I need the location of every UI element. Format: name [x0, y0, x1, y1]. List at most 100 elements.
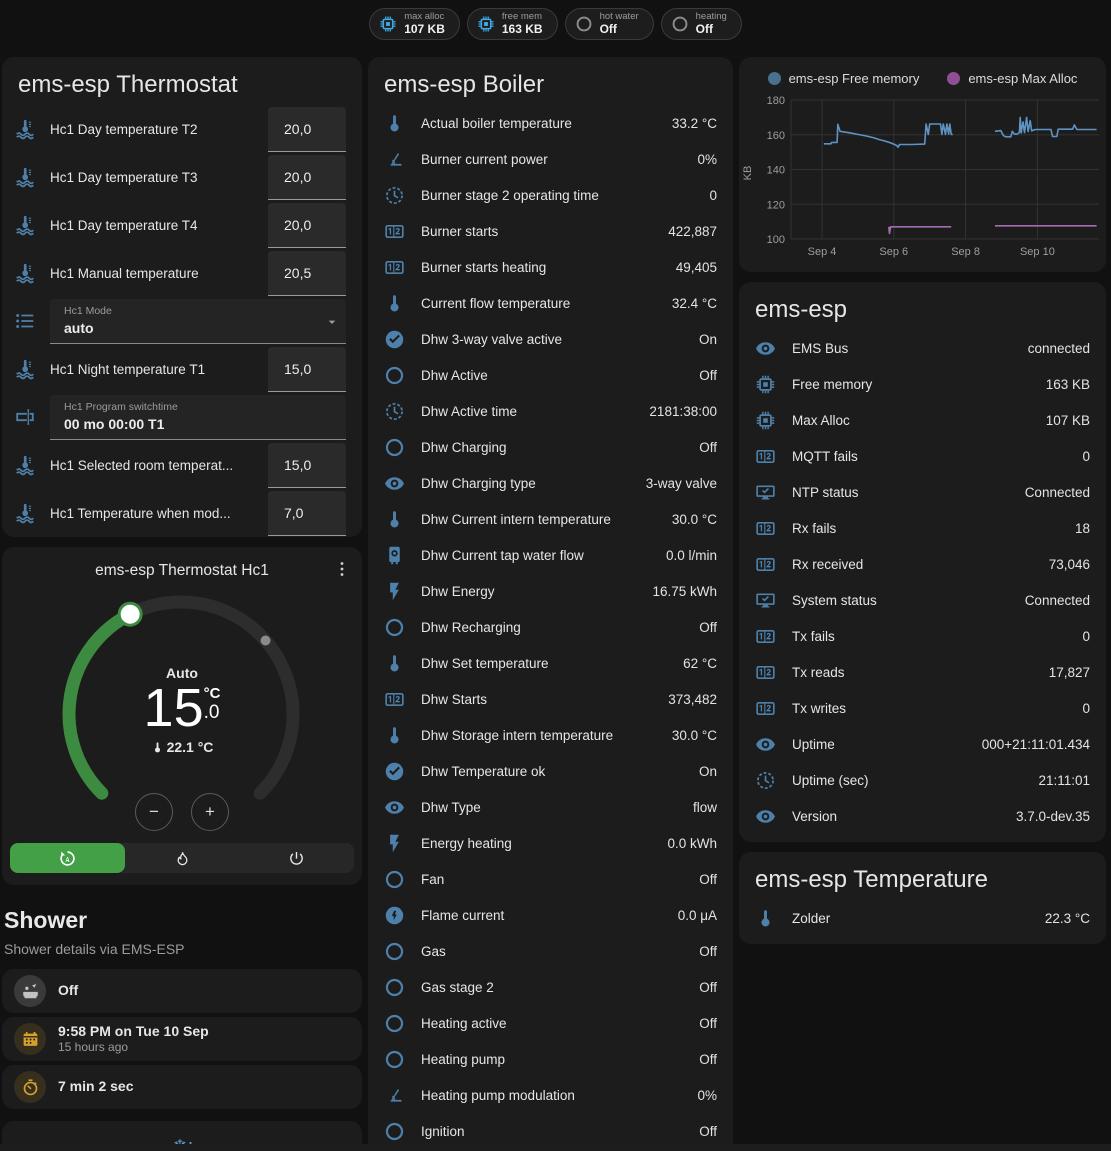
mode-off-button[interactable]	[239, 843, 354, 873]
entity-row[interactable]: Dhw Active time 2181:38:00	[368, 393, 733, 429]
entity-row[interactable]: Dhw Starts 373,482	[368, 681, 733, 717]
temperature-input[interactable]: 20,0	[268, 106, 346, 152]
entity-row[interactable]: Hc1 Temperature when mod... 7,0	[2, 489, 362, 537]
list-icon	[14, 310, 36, 332]
entity-row[interactable]: Energy heating 0.0 kWh	[368, 825, 733, 861]
fire-icon	[174, 850, 191, 867]
entity-row[interactable]: Burner starts heating 49,405	[368, 249, 733, 285]
shower-state-tile[interactable]: Off	[2, 969, 362, 1013]
status-chip[interactable]: free mem 163 KB	[466, 8, 558, 40]
legend-label: ems-esp Max Alloc	[968, 71, 1078, 86]
entity-row[interactable]: Dhw Current intern temperature 30.0 °C	[368, 501, 733, 537]
entity-row[interactable]: System status Connected	[739, 582, 1106, 618]
entity-value: 0%	[697, 1087, 717, 1103]
switchtime-field[interactable]: Hc1 Program switchtime 00 mo 00:00 T1	[50, 394, 346, 440]
decrease-button[interactable]: −	[135, 793, 173, 831]
entity-row[interactable]: Uptime 000+21:11:01.434	[739, 726, 1106, 762]
entity-row[interactable]: Tx fails 0	[739, 618, 1106, 654]
entity-row[interactable]: Rx fails 18	[739, 510, 1106, 546]
entity-row[interactable]: Ignition Off	[368, 1113, 733, 1149]
counter-icon	[755, 446, 776, 467]
entity-row[interactable]: Current flow temperature 32.4 °C	[368, 285, 733, 321]
chip-icon	[477, 15, 495, 33]
temperature-input[interactable]: 20,0	[268, 154, 346, 200]
entity-row[interactable]: Free memory 163 KB	[739, 366, 1106, 402]
legend-item[interactable]: ems-esp Free memory	[767, 70, 919, 87]
entity-row[interactable]: Tx writes 0	[739, 690, 1106, 726]
check-circle-icon	[384, 329, 405, 350]
entity-row[interactable]: Actual boiler temperature 33.2 °C	[368, 105, 733, 141]
entity-value: 0.0 l/min	[665, 547, 717, 563]
entity-row[interactable]: Burner starts 422,887	[368, 213, 733, 249]
entity-row[interactable]: Zolder 22.3 °C	[739, 900, 1106, 936]
entity-row[interactable]: EMS Bus connected	[739, 330, 1106, 366]
status-chip[interactable]: hot water Off	[564, 8, 654, 40]
flash-icon	[384, 581, 405, 602]
card-menu-button[interactable]	[332, 559, 352, 579]
entity-row[interactable]: Flame current 0.0 μA	[368, 897, 733, 933]
temperature-input[interactable]: 20,0	[268, 202, 346, 248]
entity-row[interactable]: Max Alloc 107 KB	[739, 402, 1106, 438]
entity-value: 3-way valve	[645, 475, 717, 491]
counter-icon	[755, 518, 776, 539]
entity-row[interactable]: Dhw Charging type 3-way valve	[368, 465, 733, 501]
entity-row[interactable]: Burner current power 0%	[368, 141, 733, 177]
entity-row[interactable]: Fan Off	[368, 861, 733, 897]
entity-row[interactable]: Uptime (sec) 21:11:01	[739, 762, 1106, 798]
entity-row[interactable]: Dhw Temperature ok On	[368, 753, 733, 789]
entity-row[interactable]: Dhw Active Off	[368, 357, 733, 393]
chip-value: 163 KB	[501, 21, 543, 36]
entity-row[interactable]: NTP status Connected	[739, 474, 1106, 510]
temperature-input[interactable]: 7,0	[268, 490, 346, 536]
entity-row[interactable]: Heating pump Off	[368, 1041, 733, 1077]
entity-row[interactable]: Gas stage 2 Off	[368, 969, 733, 1005]
entity-row[interactable]: Heating pump modulation 0%	[368, 1077, 733, 1113]
chip-value: Off	[695, 21, 713, 36]
entity-row[interactable]: Dhw Energy 16.75 kWh	[368, 573, 733, 609]
entity-value: 30.0 °C	[671, 511, 717, 527]
legend-item[interactable]: ems-esp Max Alloc	[947, 70, 1077, 87]
legend-dot	[767, 72, 781, 85]
entity-row[interactable]: Dhw Current tap water flow 0.0 l/min	[368, 537, 733, 573]
temperature-input[interactable]: 20,5	[268, 250, 346, 296]
entity-row[interactable]: Dhw Type flow	[368, 789, 733, 825]
mode-heat-button[interactable]	[125, 843, 240, 873]
entity-row[interactable]: Dhw Set temperature 62 °C	[368, 645, 733, 681]
entity-row[interactable]: Dhw Charging Off	[368, 429, 733, 465]
shower-state-tile[interactable]: 9:58 PM on Tue 10 Sep 15 hours ago	[2, 1017, 362, 1061]
status-chip[interactable]: max alloc 107 KB	[369, 8, 460, 40]
entity-row[interactable]: Hc1 Selected room temperat... 15,0	[2, 441, 362, 489]
entity-row[interactable]: Hc1 Day temperature T2 20,0	[2, 105, 362, 153]
thermostat-dial[interactable]	[2, 547, 360, 847]
entity-value: 000+21:11:01.434	[981, 736, 1090, 752]
status-chip[interactable]: heating Off	[660, 8, 742, 40]
entity-row[interactable]: Hc1 Day temperature T3 20,0	[2, 153, 362, 201]
entity-row[interactable]: Tx reads 17,827	[739, 654, 1106, 690]
entity-row[interactable]: Version 3.7.0-dev.35	[739, 798, 1106, 834]
entity-row[interactable]: Rx received 73,046	[739, 546, 1106, 582]
entity-row[interactable]: Hc1 Mode auto	[2, 297, 362, 345]
thermometer-icon	[384, 509, 405, 530]
mode-auto-button[interactable]	[10, 843, 125, 873]
entity-row[interactable]: Burner stage 2 operating time 0	[368, 177, 733, 213]
temperature-input[interactable]: 15,0	[268, 442, 346, 488]
entity-row[interactable]: Gas Off	[368, 933, 733, 969]
entity-row[interactable]: Dhw Storage intern temperature 30.0 °C	[368, 717, 733, 753]
hvac-mode-label: Auto	[166, 665, 198, 681]
entity-row[interactable]: Dhw 3-way valve active On	[368, 321, 733, 357]
shower-state-tile[interactable]: 7 min 2 sec	[2, 1065, 362, 1109]
entity-row[interactable]: Heating active Off	[368, 1005, 733, 1041]
entity-row[interactable]: MQTT fails 0	[739, 438, 1106, 474]
entity-value: Off	[699, 367, 717, 383]
entity-row[interactable]: Dhw Recharging Off	[368, 609, 733, 645]
entity-row[interactable]: Hc1 Day temperature T4 20,0	[2, 201, 362, 249]
power-icon	[288, 850, 305, 867]
entity-label: Heating active	[421, 1015, 507, 1031]
increase-button[interactable]: +	[191, 793, 229, 831]
entity-row[interactable]: Hc1 Night temperature T1 15,0	[2, 345, 362, 393]
entity-row[interactable]: Hc1 Manual temperature 20,5	[2, 249, 362, 297]
entity-row[interactable]: Hc1 Program switchtime 00 mo 00:00 T1	[2, 393, 362, 441]
mode-select[interactable]: Hc1 Mode auto	[50, 298, 346, 344]
temperature-input[interactable]: 15,0	[268, 346, 346, 392]
